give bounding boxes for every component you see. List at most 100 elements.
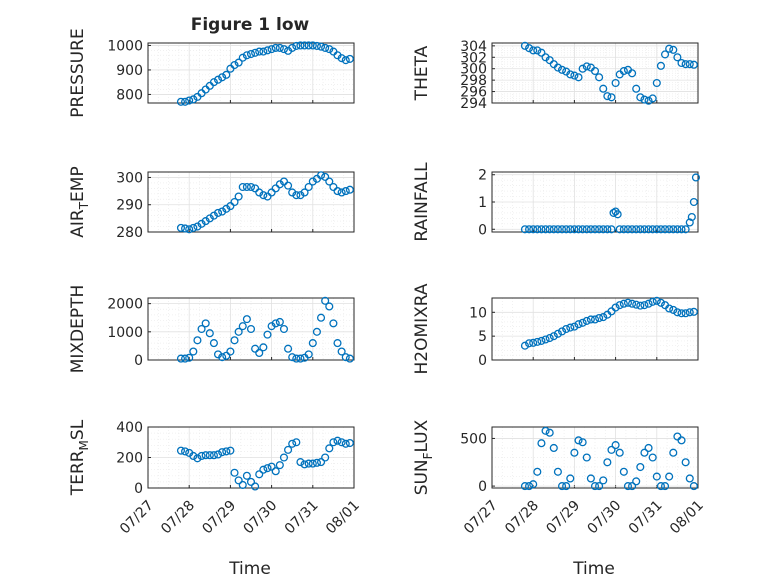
data-point	[677, 58, 686, 68]
data-point	[525, 44, 534, 53]
data-point	[574, 320, 583, 329]
data-point	[656, 61, 665, 70]
data-point	[590, 66, 600, 76]
data-point	[205, 329, 214, 338]
data-point	[656, 482, 665, 491]
data-point	[557, 482, 567, 491]
data-point	[566, 323, 575, 332]
data-point	[226, 202, 235, 211]
data-point	[557, 65, 567, 74]
data-point	[582, 225, 591, 234]
data-point	[656, 298, 665, 307]
y-tick-label: 0	[478, 479, 487, 495]
data-point	[595, 73, 604, 82]
data-point	[644, 225, 653, 234]
data-point	[308, 459, 317, 468]
subplot-1: 800 900 1000 PRESSURE	[68, 28, 355, 118]
data-point	[226, 347, 235, 356]
y-tick-label: 1000	[107, 325, 143, 341]
data-point	[267, 188, 276, 197]
data-point	[549, 443, 558, 453]
data-point	[553, 467, 562, 476]
data-point	[284, 445, 293, 454]
data-point	[279, 177, 289, 186]
y-axis-label: AIRTEMP	[68, 166, 91, 237]
data-point	[562, 324, 571, 334]
data-point	[648, 225, 657, 234]
data-point	[251, 184, 260, 193]
y-axis-label: THETA	[412, 45, 432, 101]
data-point	[312, 327, 321, 336]
data-point	[545, 225, 554, 234]
data-point	[533, 337, 542, 346]
data-point	[599, 84, 608, 93]
data-point	[304, 350, 313, 359]
x-tick-label: 08/01	[323, 498, 363, 538]
data-point	[230, 197, 239, 207]
data-point	[603, 458, 612, 467]
data-point	[632, 225, 641, 234]
data-point	[644, 299, 653, 308]
data-point	[292, 438, 301, 447]
data-point	[279, 324, 289, 334]
data-point	[325, 444, 334, 453]
data-point	[230, 60, 239, 70]
data-point	[644, 443, 653, 453]
data-point	[271, 184, 280, 193]
data-point	[632, 300, 641, 309]
data-point	[337, 188, 346, 197]
data-point	[279, 45, 289, 54]
data-point	[308, 41, 317, 50]
data-point	[570, 71, 579, 80]
data-point	[333, 187, 342, 196]
data-point	[623, 298, 633, 307]
data-point	[251, 482, 260, 491]
data-point	[632, 477, 641, 486]
data-point	[623, 482, 633, 491]
data-point	[586, 225, 595, 234]
data-point	[201, 319, 210, 328]
data-point	[590, 225, 600, 234]
data-point	[181, 447, 190, 456]
data-point	[673, 308, 682, 317]
data-point	[652, 296, 661, 305]
data-point	[292, 354, 301, 363]
data-point	[669, 305, 678, 314]
data-point	[189, 347, 198, 356]
data-point	[345, 54, 354, 63]
y-tick-label: 280	[116, 225, 143, 241]
data-point	[259, 465, 268, 474]
y-axis-label: PRESSURE	[68, 28, 88, 117]
y-tick-label: 304	[460, 39, 487, 55]
data-point	[337, 438, 346, 447]
data-point	[251, 344, 260, 353]
data-point	[619, 467, 628, 476]
y-tick-label: 0	[134, 481, 143, 497]
x-tick-label: 07/28	[502, 498, 542, 538]
data-point	[520, 225, 530, 234]
data-point	[341, 353, 350, 362]
data-point	[652, 225, 661, 234]
data-point	[685, 60, 694, 69]
data-point	[267, 45, 276, 54]
data-point	[230, 468, 239, 477]
data-point	[636, 301, 645, 310]
data-point	[316, 171, 326, 180]
y-tick-label: 294	[460, 96, 487, 112]
data-point	[209, 451, 218, 460]
data-point	[255, 348, 264, 358]
data-point	[545, 428, 554, 437]
data-point	[553, 63, 562, 72]
data-point	[545, 334, 554, 343]
axes-border	[147, 42, 355, 104]
data-point	[308, 339, 317, 348]
data-point	[586, 474, 595, 483]
data-point	[275, 43, 284, 52]
data-point	[648, 94, 657, 103]
data-point	[193, 454, 202, 463]
axes-border	[491, 297, 699, 361]
data-point	[329, 438, 338, 447]
data-point	[325, 302, 334, 311]
data-point	[549, 225, 558, 234]
